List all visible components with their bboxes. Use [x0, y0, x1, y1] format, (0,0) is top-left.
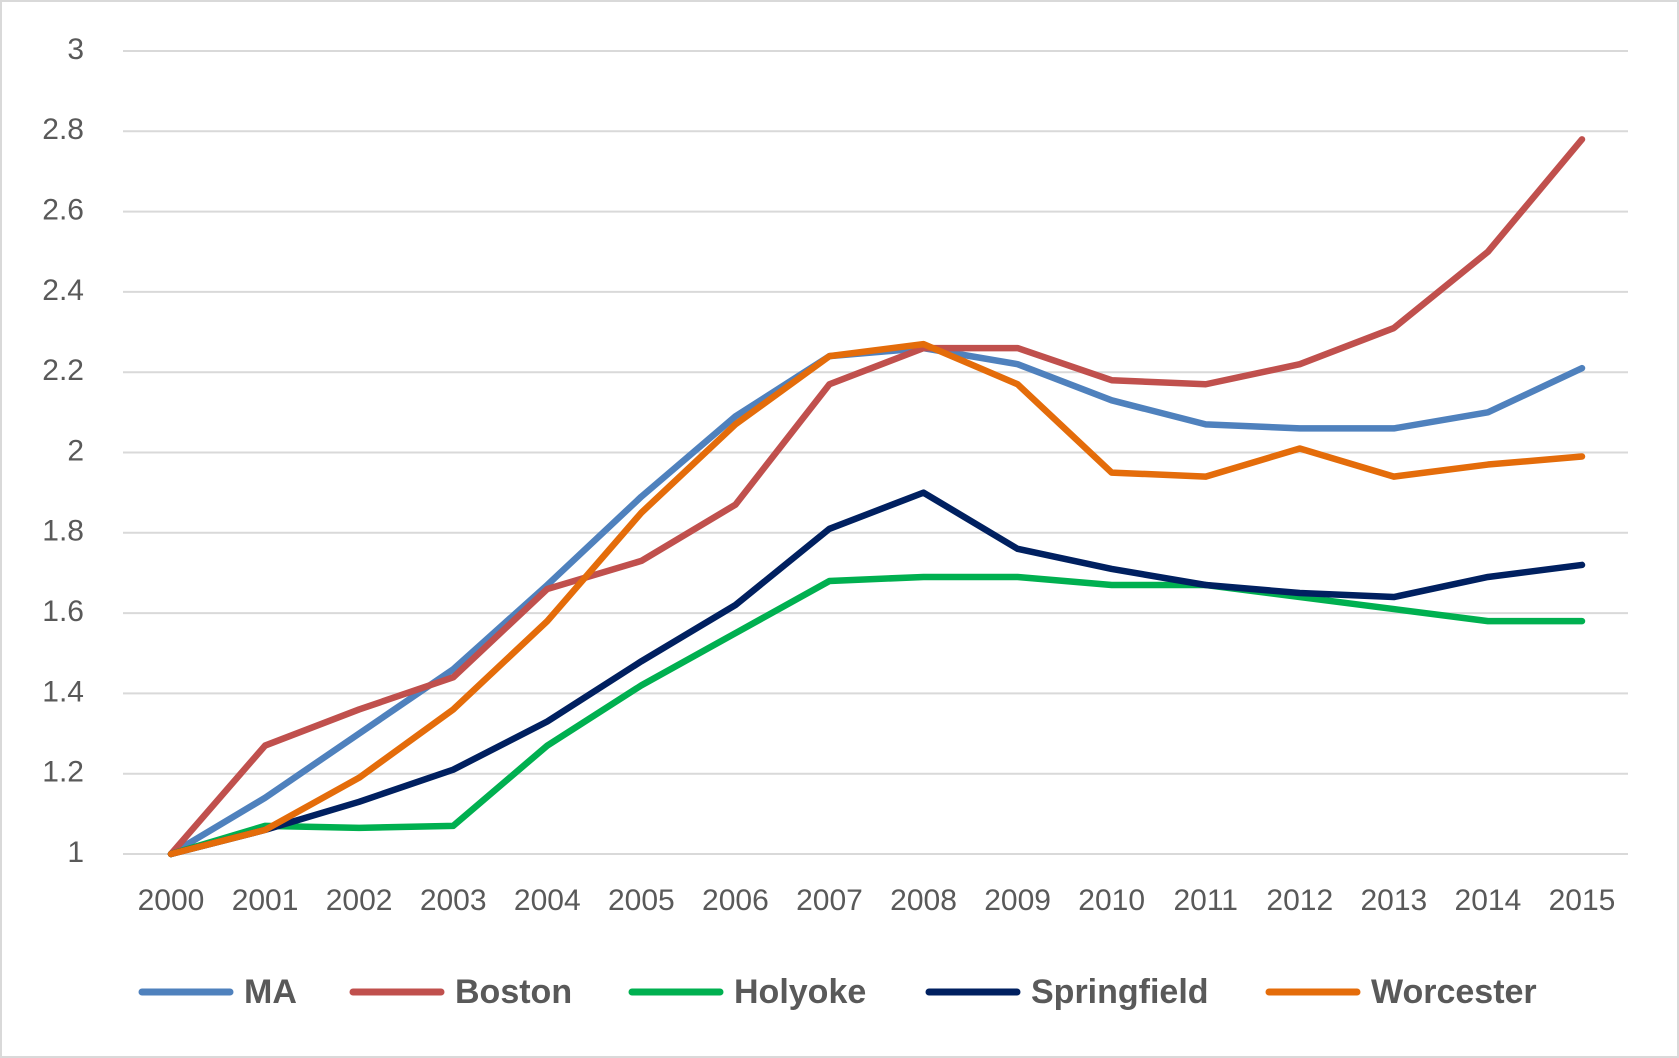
x-tick-label: 2009	[984, 884, 1051, 917]
x-tick-label: 2015	[1549, 884, 1616, 917]
legend-label: Boston	[455, 973, 572, 1011]
x-tick-label: 2001	[232, 884, 299, 917]
series-line	[167, 489, 1586, 858]
x-tick-label: 2008	[890, 884, 957, 917]
x-tick-label: 2010	[1078, 884, 1145, 917]
x-tick-label: 2013	[1360, 884, 1427, 917]
x-tick-label: 2005	[608, 884, 675, 917]
series-line	[167, 340, 1586, 858]
x-tick-label: 2014	[1455, 884, 1522, 917]
x-tick-label: 2011	[1173, 884, 1238, 917]
y-tick-label: 2.6	[42, 194, 84, 227]
legend-label: Holyoke	[734, 973, 866, 1011]
y-tick-label: 2.2	[42, 354, 84, 387]
x-tick-label: 2012	[1266, 884, 1333, 917]
legend-label: Worcester	[1371, 973, 1537, 1011]
series-line	[167, 136, 1586, 858]
y-tick-label: 1	[67, 836, 84, 869]
x-tick-label: 2004	[514, 884, 581, 917]
x-tick-label: 2002	[326, 884, 393, 917]
y-tick-label: 2	[67, 434, 84, 467]
x-tick-label: 2006	[702, 884, 769, 917]
y-tick-label: 1.6	[42, 595, 84, 628]
x-tick-label: 2000	[138, 884, 205, 917]
y-tick-label: 1.2	[42, 756, 84, 789]
x-tick-label: 2007	[796, 884, 863, 917]
y-tick-label: 1.8	[42, 515, 84, 548]
y-tick-label: 2.4	[42, 274, 84, 307]
y-tick-label: 2.8	[42, 113, 84, 146]
legend-label: Springfield	[1031, 973, 1209, 1011]
y-tick-label: 3	[67, 33, 84, 66]
y-tick-label: 1.4	[42, 675, 84, 708]
series-line	[167, 573, 1586, 858]
x-tick-label: 2003	[420, 884, 487, 917]
legend-label: MA	[244, 973, 297, 1011]
